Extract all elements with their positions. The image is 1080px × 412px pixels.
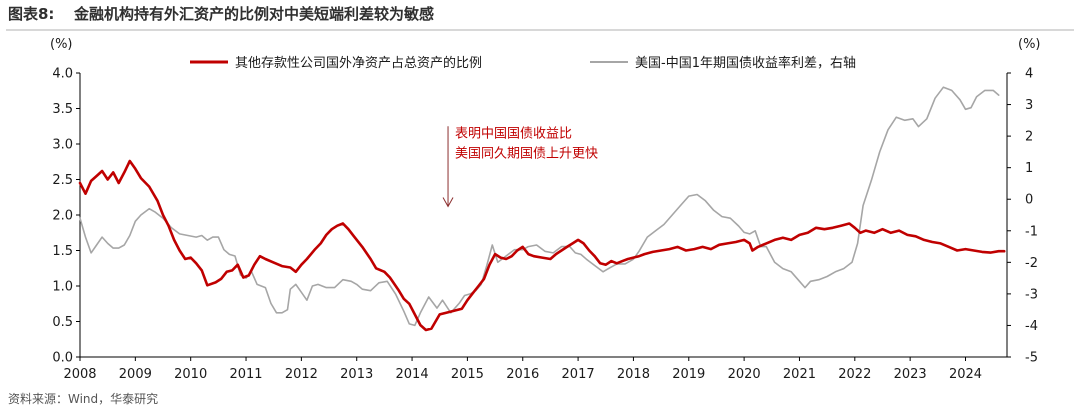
x-tick-label: 2015 — [451, 367, 484, 382]
annotation-text: 美国同久期国债上升更快 — [455, 146, 598, 161]
right-tick-label: 0 — [1025, 193, 1033, 208]
x-tick-label: 2008 — [63, 367, 96, 382]
x-tick-label: 2021 — [783, 367, 816, 382]
left-tick-label: 2.0 — [52, 209, 73, 224]
left-tick-label: 2.5 — [52, 173, 73, 188]
left-tick-label: 3.0 — [52, 138, 73, 153]
right-tick-label: -1 — [1025, 224, 1038, 239]
right-tick-label: -4 — [1025, 319, 1038, 334]
x-tick-label: 2013 — [340, 367, 373, 382]
x-tick-label: 2010 — [174, 367, 207, 382]
left-tick-label: 0.0 — [52, 351, 73, 366]
x-tick-label: 2020 — [728, 367, 761, 382]
left-axis-unit: (%) — [50, 37, 73, 52]
left-tick-label: 1.0 — [52, 280, 73, 295]
right-tick-label: -2 — [1025, 256, 1038, 271]
right-tick-label: 3 — [1025, 98, 1033, 113]
left-tick-label: 4.0 — [52, 67, 73, 82]
series-line-grey — [79, 86, 1000, 327]
plot-area — [78, 86, 1006, 332]
x-tick-label: 2019 — [672, 367, 705, 382]
x-tick-label: 2009 — [119, 367, 152, 382]
legend: 其他存款性公司国外净资产占总资产的比例 美国-中国1年期国债收益率利差，右轴 — [190, 55, 856, 71]
annotation-text: 表明中国国债收益比 — [455, 126, 572, 141]
figure-title: 金融机构持有外汇资产的比例对中美短端利差较为敏感 — [73, 5, 434, 23]
figure-label: 图表8: — [8, 5, 54, 23]
legend-label: 美国-中国1年期国债收益率利差，右轴 — [635, 55, 856, 71]
x-tick-label: 2024 — [949, 367, 982, 382]
right-tick-label: 1 — [1025, 161, 1033, 176]
right-tick-label: -3 — [1025, 287, 1038, 302]
right-axis-unit: (%) — [1018, 37, 1041, 52]
left-tick-label: 1.5 — [52, 244, 73, 259]
legend-label: 其他存款性公司国外净资产占总资产的比例 — [235, 55, 482, 71]
left-tick-label: 3.5 — [52, 102, 73, 117]
x-tick-label: 2016 — [506, 367, 539, 382]
series-line-red — [78, 159, 1006, 332]
left-tick-label: 0.5 — [52, 315, 73, 330]
right-tick-label: 4 — [1025, 67, 1033, 82]
annotation-arrow-head — [442, 197, 454, 208]
figure-header: 图表8: 金融机构持有外汇资产的比例对中美短端利差较为敏感 — [6, 5, 1074, 31]
x-tick-label: 2011 — [229, 367, 262, 382]
x-tick-label: 2018 — [617, 367, 650, 382]
x-tick-label: 2014 — [396, 367, 429, 382]
right-tick-label: 2 — [1025, 130, 1033, 145]
x-tick-label: 2023 — [894, 367, 927, 382]
x-tick-label: 2017 — [562, 367, 595, 382]
right-tick-label: -5 — [1025, 351, 1038, 366]
x-tick-label: 2012 — [285, 367, 318, 382]
axes: 0.0 0.5 1.0 1.5 2.0 2.5 3.0 3.5 4.0 -5 -4 -3 -2 -1 0 1 2… — [52, 67, 1038, 383]
x-tick-label: 2022 — [838, 367, 871, 382]
source-note: 资料来源：Wind，华泰研究 — [8, 391, 158, 406]
